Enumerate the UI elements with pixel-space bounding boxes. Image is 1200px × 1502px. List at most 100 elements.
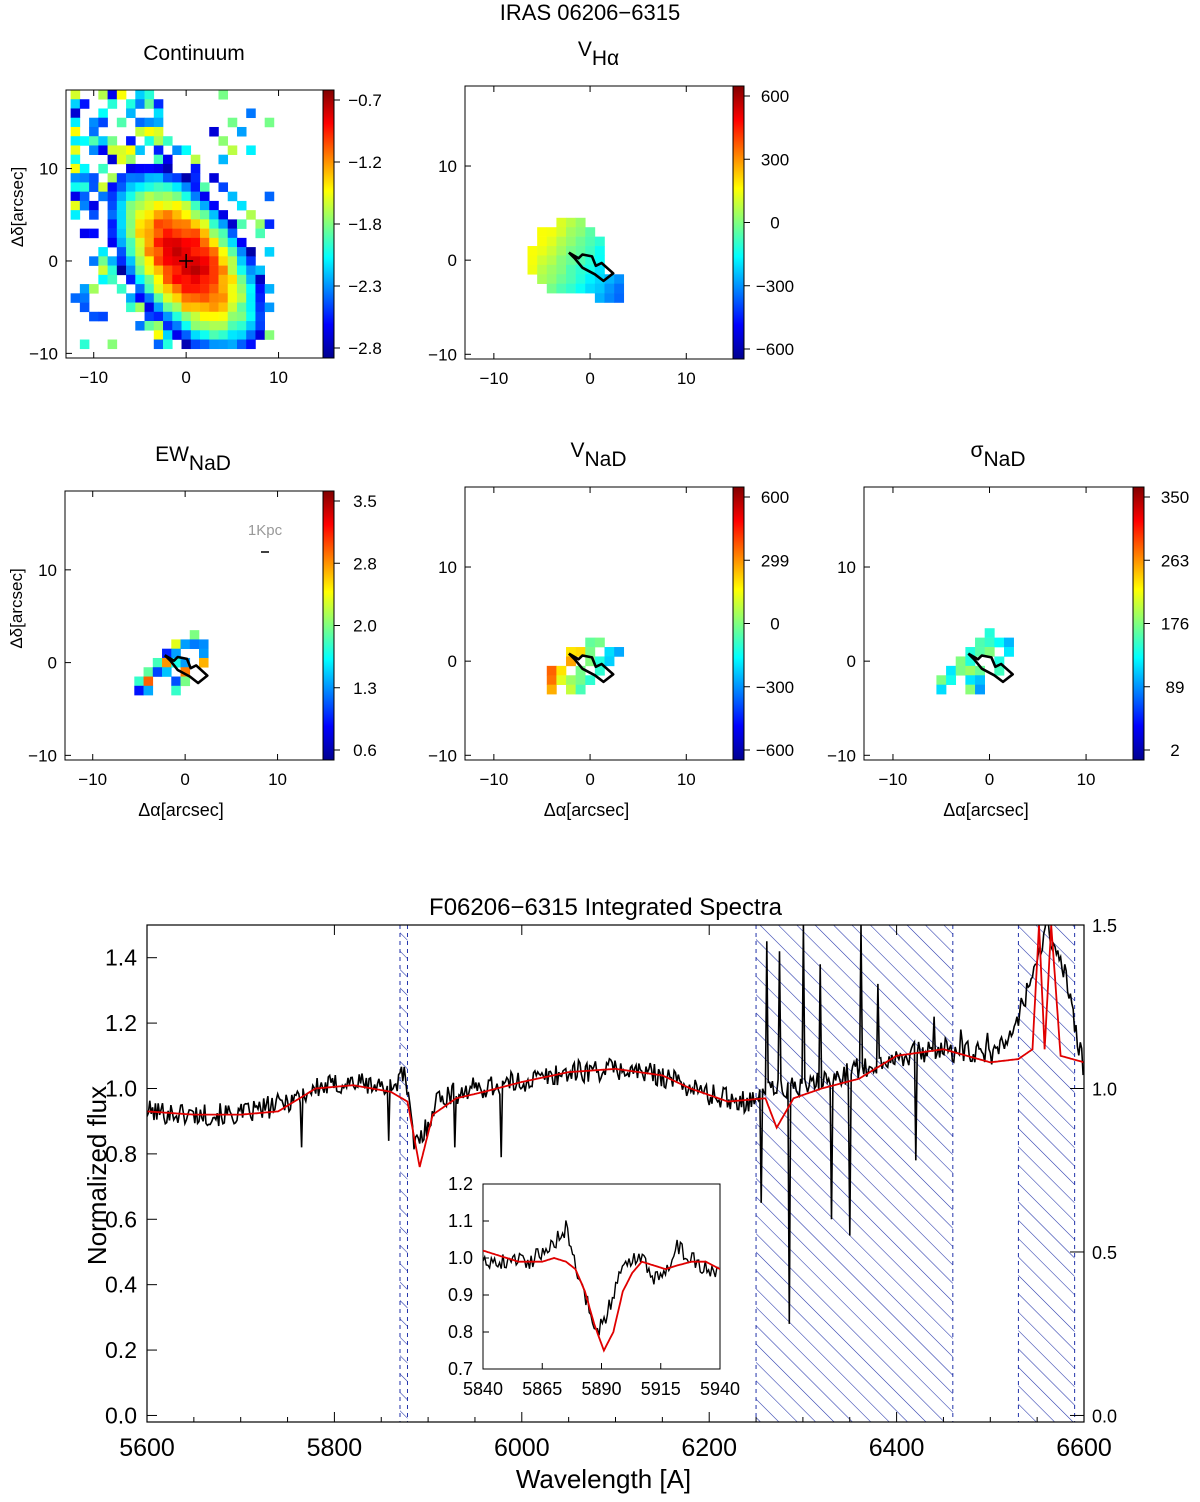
spectrum-layer: 5600 5800 6000 6200 6400 6600 0.0 0.2 0.4 0.6 0.8 1… xyxy=(82,894,1117,1494)
x-tick-label: 6000 xyxy=(494,1434,550,1462)
map-pixel xyxy=(163,237,173,248)
colorbar-tick-label: −1.2 xyxy=(348,153,382,172)
map-pixel xyxy=(135,237,145,248)
map-pixel xyxy=(556,675,567,685)
colorbar-tick-label: 600 xyxy=(761,87,789,106)
map-pixel xyxy=(209,219,219,229)
map-pixel xyxy=(181,173,192,183)
observed-spectrum-line xyxy=(147,925,1084,1324)
map-pixel xyxy=(218,237,229,248)
map-pixel xyxy=(181,200,192,211)
map-pixel xyxy=(126,136,136,146)
map-pixel xyxy=(135,321,145,331)
map-pixel xyxy=(116,247,127,257)
x-tick-label: 6200 xyxy=(681,1434,737,1462)
y-tick-label: −10 xyxy=(28,746,57,765)
map-pixel xyxy=(566,227,576,237)
map-pixel xyxy=(575,236,586,247)
map-pixel xyxy=(153,210,164,220)
y-tick-label: −10 xyxy=(428,345,457,364)
map-pixel xyxy=(218,302,229,313)
y-tick-label: 0.8 xyxy=(105,1141,137,1167)
map-pixel xyxy=(200,274,210,285)
map-pixel xyxy=(546,227,557,237)
map-pixel xyxy=(190,311,201,322)
y-axis-label: Δδ[arcsec] xyxy=(7,568,26,648)
map-pixel xyxy=(209,321,219,331)
map-pixel xyxy=(556,227,567,237)
y-tick-label: 0.0 xyxy=(105,1402,137,1428)
map-pixel xyxy=(98,117,108,128)
x-tick-label: 10 xyxy=(677,369,696,388)
map-pixel xyxy=(134,676,144,687)
map-pixels xyxy=(527,217,625,303)
y-tick-label: −10 xyxy=(428,746,457,765)
map-pixel xyxy=(209,256,219,266)
map-pixel xyxy=(236,330,247,340)
map-pixel xyxy=(246,108,256,119)
map-pixel xyxy=(98,163,108,174)
map-pixel xyxy=(172,210,182,220)
map-pixel xyxy=(144,173,155,183)
map-pixel xyxy=(79,339,90,350)
map-pixel xyxy=(172,145,182,155)
map-pixel xyxy=(227,311,238,322)
map-pixel xyxy=(246,274,256,285)
map-pixel xyxy=(98,108,108,119)
map-panel-v_nad: 600 299 0 −300 −600 −10 0 10 −10 0 10 VNaD Δα[arcsec… xyxy=(428,439,794,820)
map-pixel xyxy=(546,236,557,247)
map-pixel xyxy=(180,657,191,668)
map-pixel xyxy=(604,283,615,294)
map-pixel xyxy=(107,219,118,229)
x-tick-label: 0 xyxy=(985,770,994,789)
map-pixel xyxy=(575,675,586,685)
map-pixel xyxy=(98,145,108,155)
map-pixel xyxy=(89,284,99,294)
map-pixel xyxy=(246,256,256,266)
map-pixel xyxy=(152,657,163,668)
map-pixel xyxy=(594,283,605,294)
map-title-main: Continuum xyxy=(143,42,245,65)
map-pixel xyxy=(209,265,219,276)
map-pixel xyxy=(163,256,173,266)
map-pixel xyxy=(107,90,118,100)
map-pixel xyxy=(537,264,548,275)
colorbar-tick-label: −600 xyxy=(756,741,794,760)
map-pixel xyxy=(89,136,99,146)
map-pixel xyxy=(153,311,164,322)
map-pixel xyxy=(89,117,99,128)
x-tick-label: 0 xyxy=(585,369,594,388)
map-pixel xyxy=(255,293,265,303)
colorbar-tick-label: −2.8 xyxy=(348,339,382,358)
map-pixel xyxy=(144,265,155,276)
map-pixel xyxy=(190,210,201,220)
map-pixel xyxy=(218,321,229,331)
map-pixel xyxy=(255,330,265,340)
map-pixel xyxy=(163,247,173,257)
map-pixel xyxy=(236,256,247,266)
map-title-main: σ xyxy=(971,439,984,462)
map-pixel xyxy=(227,284,238,294)
contour xyxy=(967,652,1015,684)
map-pixel xyxy=(163,210,173,220)
map-title-sub: NaD xyxy=(585,448,627,471)
map-pixel xyxy=(180,639,191,649)
map-pixel xyxy=(190,173,201,183)
map-pixel xyxy=(126,219,136,229)
map-pixel xyxy=(70,163,81,174)
map-pixel xyxy=(566,283,576,294)
map-pixel xyxy=(200,182,210,192)
map-pixel xyxy=(984,628,995,638)
map-pixel xyxy=(70,117,81,128)
map-title-main: V xyxy=(570,439,584,462)
map-pixel xyxy=(246,302,256,313)
map-pixel xyxy=(153,126,164,137)
map-pixel xyxy=(144,274,155,285)
map-pixel xyxy=(181,311,192,322)
map-pixel xyxy=(556,264,567,275)
map-pixel xyxy=(153,136,164,146)
map-pixel xyxy=(135,219,145,229)
map-pixel xyxy=(246,339,256,350)
map-pixel xyxy=(144,237,155,248)
